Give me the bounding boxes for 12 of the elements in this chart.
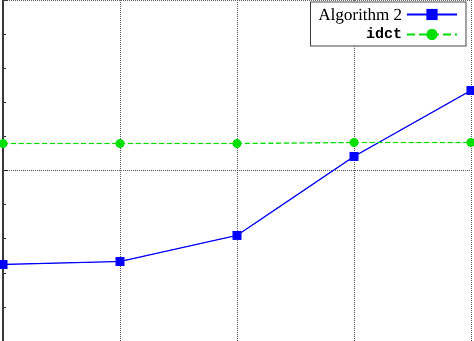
point xyxy=(0,139,8,148)
point xyxy=(232,139,242,148)
point xyxy=(350,138,358,147)
point xyxy=(116,256,124,266)
legend-label: idct xyxy=(366,26,402,43)
point xyxy=(116,139,124,148)
point xyxy=(466,86,474,95)
legend-label: Algorithm 2 xyxy=(318,5,402,24)
point xyxy=(0,260,8,269)
point xyxy=(466,138,474,147)
point xyxy=(350,152,358,161)
point xyxy=(232,230,242,240)
